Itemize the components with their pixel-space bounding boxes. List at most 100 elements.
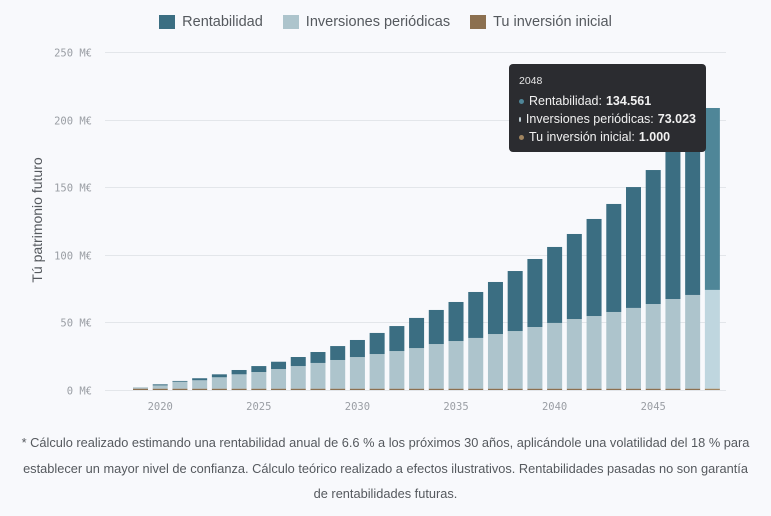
bar-inversiones-periodicas-2040[interactable]: [547, 322, 563, 389]
bar-rentabilidad-2030[interactable]: [349, 339, 365, 358]
y-tick-label: 200 M€: [54, 116, 92, 128]
bar-inversiones-periodicas-2023[interactable]: [211, 377, 227, 389]
bar-tu-inversion-inicial-2043[interactable]: [606, 388, 622, 390]
bar-tu-inversion-inicial-2024[interactable]: [231, 388, 247, 390]
bar-rentabilidad-2023[interactable]: [211, 374, 227, 378]
bar-rentabilidad-2046[interactable]: [665, 151, 681, 300]
bar-inversiones-periodicas-2022[interactable]: [192, 380, 208, 389]
bar-rentabilidad-2042[interactable]: [586, 218, 602, 317]
bar-rentabilidad-2036[interactable]: [468, 291, 484, 338]
bar-inversiones-periodicas-2031[interactable]: [369, 354, 385, 389]
bar-rentabilidad-2032[interactable]: [389, 326, 405, 352]
y-tick-label: 250 M€: [54, 48, 92, 60]
bar-tu-inversion-inicial-2023[interactable]: [211, 388, 227, 390]
bar-tu-inversion-inicial-2031[interactable]: [369, 388, 385, 390]
bar-tu-inversion-inicial-2044[interactable]: [626, 388, 641, 390]
bar-tu-inversion-inicial-2039[interactable]: [527, 388, 543, 390]
bar-inversiones-periodicas-2034[interactable]: [428, 344, 444, 389]
bar-inversiones-periodicas-2032[interactable]: [389, 351, 405, 389]
bar-rentabilidad-2035[interactable]: [448, 301, 464, 342]
bar-inversiones-periodicas-2033[interactable]: [409, 348, 425, 389]
bar-inversiones-periodicas-2038[interactable]: [507, 331, 523, 389]
legend-item-inversion-inicial[interactable]: Tu inversión inicial: [470, 14, 612, 30]
bar-rentabilidad-2048[interactable]: [704, 107, 720, 290]
bar-rentabilidad-2029[interactable]: [330, 346, 346, 360]
bar-inversiones-periodicas-2044[interactable]: [626, 307, 641, 389]
bar-inversiones-periodicas-2030[interactable]: [349, 357, 365, 389]
bar-tu-inversion-inicial-2028[interactable]: [310, 388, 326, 390]
bar-inversiones-periodicas-2037[interactable]: [487, 334, 503, 389]
bar-tu-inversion-inicial-2045[interactable]: [645, 388, 661, 390]
bar-inversiones-periodicas-2039[interactable]: [527, 327, 543, 389]
bar-tu-inversion-inicial-2048[interactable]: [704, 388, 720, 390]
bar-inversiones-periodicas-2045[interactable]: [645, 304, 661, 389]
bar-tu-inversion-inicial-2035[interactable]: [448, 388, 464, 390]
bar-tu-inversion-inicial-2036[interactable]: [468, 388, 484, 390]
bar-inversiones-periodicas-2047[interactable]: [685, 294, 701, 389]
bar-rentabilidad-2022[interactable]: [192, 378, 208, 381]
legend-item-inversiones-periodicas[interactable]: Inversiones periódicas: [282, 14, 450, 30]
bar-rentabilidad-2026[interactable]: [271, 361, 287, 370]
bar-tu-inversion-inicial-2029[interactable]: [330, 388, 346, 390]
bar-inversiones-periodicas-2020[interactable]: [152, 385, 168, 389]
bar-tu-inversion-inicial-2020[interactable]: [152, 388, 168, 390]
bar-rentabilidad-2031[interactable]: [369, 332, 385, 355]
bar-inversiones-periodicas-2019[interactable]: [133, 387, 148, 389]
y-axis-ticks: 0 M€ 50 M€ 100 M€ 150 M€ 200 M€ 250 M€: [54, 48, 92, 398]
bar-tu-inversion-inicial-2026[interactable]: [271, 388, 287, 390]
bar-tu-inversion-inicial-2021[interactable]: [172, 388, 188, 390]
bar-inversiones-periodicas-2042[interactable]: [586, 316, 602, 389]
bar-inversiones-periodicas-2028[interactable]: [310, 362, 326, 389]
bar-rentabilidad-2037[interactable]: [487, 281, 503, 335]
bar-inversiones-periodicas-2043[interactable]: [606, 311, 622, 389]
bar-tu-inversion-inicial-2038[interactable]: [507, 388, 523, 390]
bar-inversiones-periodicas-2035[interactable]: [448, 341, 464, 389]
bar-inversiones-periodicas-2048[interactable]: [704, 289, 720, 389]
bar-tu-inversion-inicial-2042[interactable]: [586, 388, 602, 390]
tooltip-label: Inversiones periódicas:: [525, 112, 654, 126]
bar-rentabilidad-2044[interactable]: [626, 187, 641, 308]
bar-inversiones-periodicas-2046[interactable]: [665, 299, 681, 389]
bar-tu-inversion-inicial-2037[interactable]: [487, 388, 503, 390]
bar-tu-inversion-inicial-2022[interactable]: [192, 388, 208, 390]
bar-rentabilidad-2041[interactable]: [566, 233, 582, 320]
chart-tooltip: 2048 Rentabilidad: 134.561 Inversiones p…: [509, 64, 706, 152]
bar-rentabilidad-2027[interactable]: [290, 357, 306, 367]
bar-tu-inversion-inicial-2047[interactable]: [685, 388, 701, 390]
bar-inversiones-periodicas-2024[interactable]: [231, 374, 247, 389]
bar-inversiones-periodicas-2036[interactable]: [468, 337, 484, 389]
bar-rentabilidad-2025[interactable]: [251, 366, 267, 373]
x-tick-label: 2045: [641, 401, 666, 413]
tooltip-row-inversiones-periodicas: Inversiones periódicas: 73.023: [519, 110, 696, 128]
bar-tu-inversion-inicial-2027[interactable]: [290, 388, 306, 390]
bar-rentabilidad-2034[interactable]: [428, 309, 444, 345]
bar-tu-inversion-inicial-2033[interactable]: [409, 388, 425, 390]
bar-inversiones-periodicas-2029[interactable]: [330, 359, 346, 389]
bar-inversiones-periodicas-2021[interactable]: [172, 381, 188, 389]
bar-rentabilidad-2040[interactable]: [547, 246, 563, 323]
bar-rentabilidad-2043[interactable]: [606, 203, 622, 312]
bar-rentabilidad-2024[interactable]: [231, 369, 247, 375]
bar-rentabilidad-2039[interactable]: [527, 258, 543, 327]
bar-inversiones-periodicas-2025[interactable]: [251, 372, 267, 389]
bar-tu-inversion-inicial-2040[interactable]: [547, 388, 563, 390]
bar-tu-inversion-inicial-2032[interactable]: [389, 388, 405, 390]
bar-tu-inversion-inicial-2041[interactable]: [566, 388, 582, 390]
bar-tu-inversion-inicial-2030[interactable]: [349, 388, 365, 390]
bar-rentabilidad-2021[interactable]: [172, 380, 188, 382]
bar-rentabilidad-2047[interactable]: [685, 130, 701, 295]
bar-rentabilidad-2033[interactable]: [409, 317, 425, 349]
bar-inversiones-periodicas-2026[interactable]: [271, 369, 287, 389]
legend-item-rentabilidad[interactable]: Rentabilidad: [159, 14, 263, 30]
disclaimer-footnote: * Cálculo realizado estimando una rentab…: [21, 435, 750, 501]
bar-tu-inversion-inicial-2025[interactable]: [251, 388, 267, 390]
bar-tu-inversion-inicial-2034[interactable]: [428, 388, 444, 390]
bar-rentabilidad-2038[interactable]: [507, 271, 523, 332]
bar-tu-inversion-inicial-2046[interactable]: [665, 388, 681, 390]
bar-rentabilidad-2028[interactable]: [310, 352, 326, 363]
bar-inversiones-periodicas-2041[interactable]: [566, 319, 582, 389]
bar-tu-inversion-inicial-2019[interactable]: [133, 388, 148, 390]
bar-rentabilidad-2045[interactable]: [645, 170, 661, 305]
bar-rentabilidad-2020[interactable]: [152, 384, 168, 386]
bar-inversiones-periodicas-2027[interactable]: [290, 366, 306, 389]
